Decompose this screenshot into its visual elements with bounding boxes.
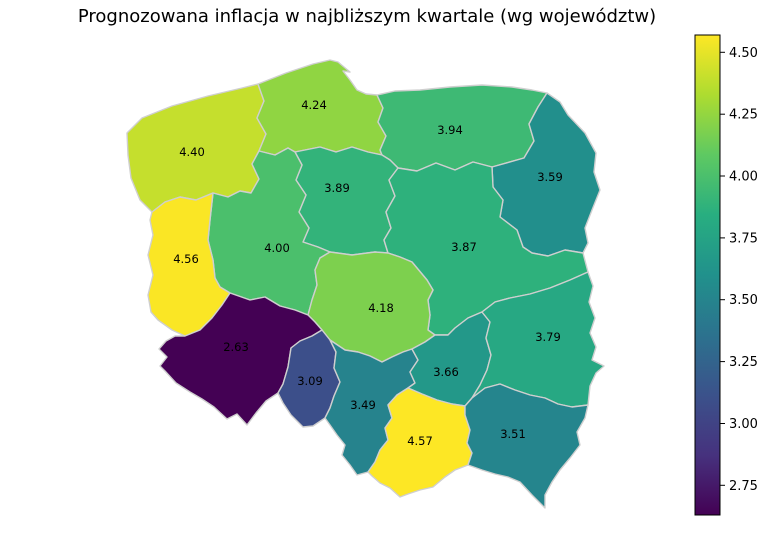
colorbar-tick-label: 3.25 [729, 355, 758, 370]
region-lubuskie [147, 192, 231, 337]
region-value-label: 3.09 [297, 374, 323, 388]
region-value-label: 4.56 [173, 252, 199, 266]
region-value-label: 3.51 [500, 427, 526, 441]
colorbar-tick-label: 3.00 [729, 417, 758, 432]
region-value-label: 3.87 [451, 240, 477, 254]
colorbar-tick-label: 4.00 [729, 170, 758, 185]
chart-title: Prognozowana inflacja w najbliższym kwar… [78, 6, 656, 27]
colorbar-tick-label: 3.75 [729, 231, 758, 246]
region-value-label: 4.24 [301, 98, 327, 112]
region-value-label: 2.63 [223, 340, 249, 354]
region-value-label: 3.89 [324, 181, 350, 195]
region-value-label: 3.79 [535, 330, 561, 344]
colorbar-tick-label: 4.50 [729, 46, 758, 61]
region-value-label: 4.57 [407, 434, 433, 448]
colorbar-tick-label: 3.50 [729, 293, 758, 308]
colorbar-gradient [694, 34, 721, 516]
region-value-label: 4.40 [179, 145, 205, 159]
colorbar-tick-label: 2.75 [729, 479, 758, 494]
colorbar: 4.50 4.25 4.00 3.75 3.50 3.25 3.00 2.75 [694, 34, 758, 516]
region-kujawsko-pomorskie [294, 146, 399, 256]
region-podkarpackie [464, 383, 589, 509]
map-value-labels: 4.40 4.24 3.94 3.59 3.89 3.87 4.00 4.56 … [173, 98, 563, 448]
colorbar-tick-label: 4.25 [729, 108, 758, 123]
region-value-label: 4.18 [368, 301, 394, 315]
region-value-label: 3.94 [437, 123, 463, 137]
region-value-label: 3.59 [537, 170, 563, 184]
region-value-label: 3.66 [433, 365, 459, 379]
region-value-label: 3.49 [350, 398, 376, 412]
map-regions [126, 59, 605, 509]
region-value-label: 4.00 [264, 241, 290, 255]
